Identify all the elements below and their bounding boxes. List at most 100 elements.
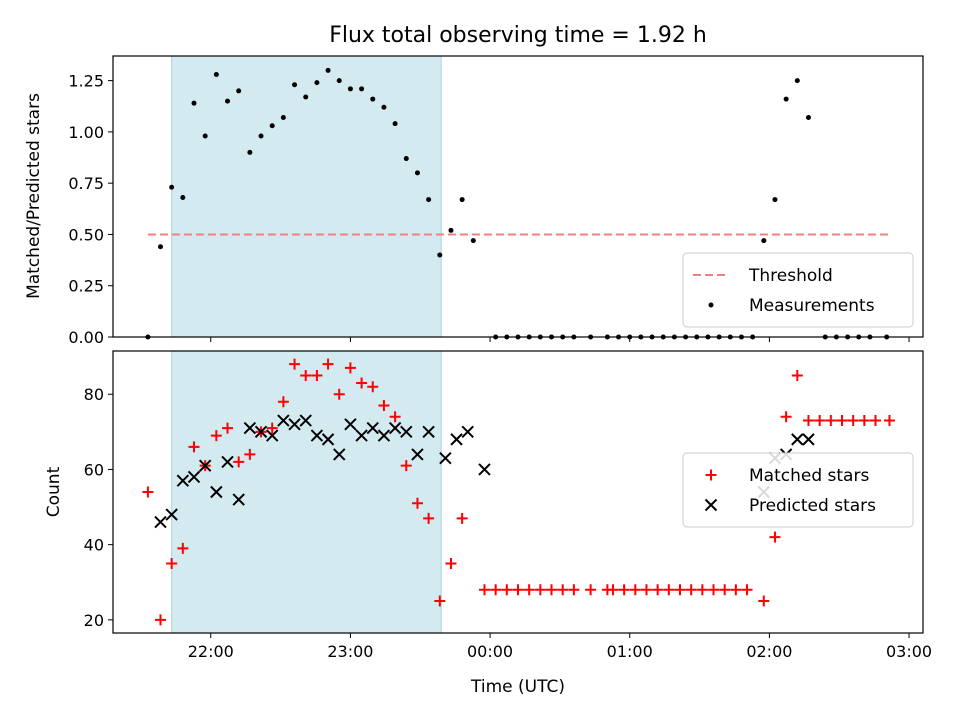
data-point [289, 358, 301, 370]
data-point [370, 96, 376, 102]
data-point [836, 415, 848, 427]
data-point [426, 197, 432, 203]
data-point [233, 456, 245, 468]
y-tick-label: 0.75 [68, 174, 104, 193]
data-point [456, 512, 468, 524]
data-point [277, 396, 289, 408]
data-point [280, 115, 286, 121]
legend-label: Predicted stars [749, 496, 876, 516]
data-point [292, 82, 298, 88]
data-point [244, 448, 256, 460]
data-point [177, 542, 189, 554]
data-point [791, 433, 804, 446]
x-tick-label: 03:00 [886, 642, 932, 661]
data-point [300, 369, 312, 381]
data-point [213, 71, 219, 77]
data-point [652, 584, 664, 596]
data-point [325, 67, 331, 73]
data-point [761, 238, 767, 244]
data-point [802, 433, 815, 446]
data-point [607, 584, 619, 596]
legend-marker-x [704, 498, 718, 512]
data-point [236, 88, 242, 94]
data-point [423, 512, 435, 524]
data-point [310, 429, 324, 442]
data-point [356, 377, 368, 389]
data-point [392, 121, 398, 127]
data-point [719, 584, 731, 596]
legend: Threshold Measurements [682, 252, 914, 328]
y-tick-label: 40 [84, 536, 104, 555]
data-point [303, 94, 309, 100]
data-point [344, 362, 356, 374]
data-point [414, 170, 420, 176]
data-point [243, 421, 257, 435]
data-point [557, 584, 569, 596]
legend-label: Matched stars [749, 466, 869, 486]
x-axis-label: Time (UTC) [470, 677, 565, 697]
y-tick-label: 60 [84, 460, 104, 479]
data-point [685, 584, 697, 596]
chart-title: Flux total observing time = 1.92 h [329, 23, 707, 48]
y-tick-label: 1.25 [68, 72, 104, 91]
legend-label: Measurements [749, 296, 875, 316]
data-point [322, 358, 334, 370]
data-point [221, 455, 234, 469]
data-point [825, 415, 837, 427]
data-point [166, 557, 178, 569]
data-point [629, 584, 641, 596]
data-point [247, 149, 253, 155]
data-point [180, 195, 186, 201]
data-point [378, 400, 390, 412]
data-point [696, 584, 708, 596]
data-point [439, 451, 452, 465]
data-point [470, 238, 476, 244]
data-point [461, 425, 474, 439]
data-point [478, 463, 491, 476]
data-point [802, 415, 814, 427]
data-point [546, 584, 558, 596]
data-point [367, 381, 379, 393]
data-point [381, 104, 387, 110]
data-point [783, 96, 789, 102]
data-point [568, 584, 580, 596]
axes-frame [112, 350, 924, 634]
data-point [169, 184, 175, 190]
data-point [277, 414, 290, 427]
data-point [347, 86, 353, 92]
data-point [265, 429, 279, 442]
data-point [434, 595, 446, 607]
data-point [501, 584, 513, 596]
data-point [411, 448, 424, 461]
data-point [366, 421, 379, 435]
data-point [333, 388, 345, 400]
data-point [202, 133, 208, 139]
x-tick-label: 23:00 [327, 642, 373, 661]
data-point [847, 415, 859, 427]
data-point [157, 244, 163, 250]
data-point [450, 433, 463, 446]
data-point [758, 595, 770, 607]
data-point [772, 197, 778, 203]
data-point [388, 421, 402, 435]
data-point [422, 425, 435, 439]
axes-frame [112, 55, 924, 338]
x-tick-label: 01:00 [607, 642, 653, 661]
data-point [165, 508, 178, 521]
data-point [188, 441, 200, 453]
data-point [883, 415, 895, 427]
data-point [311, 369, 323, 381]
y-axis-label-bottom: Count [44, 466, 64, 517]
data-point [176, 474, 190, 487]
data-point [674, 584, 686, 596]
data-point [478, 584, 490, 596]
data-point [448, 227, 454, 233]
data-point [805, 115, 811, 121]
data-point [618, 584, 630, 596]
y-tick-label: 20 [84, 611, 104, 630]
data-point [741, 584, 753, 596]
data-point [210, 430, 222, 442]
data-point [730, 584, 742, 596]
data-point [210, 485, 223, 499]
data-point [794, 78, 800, 84]
